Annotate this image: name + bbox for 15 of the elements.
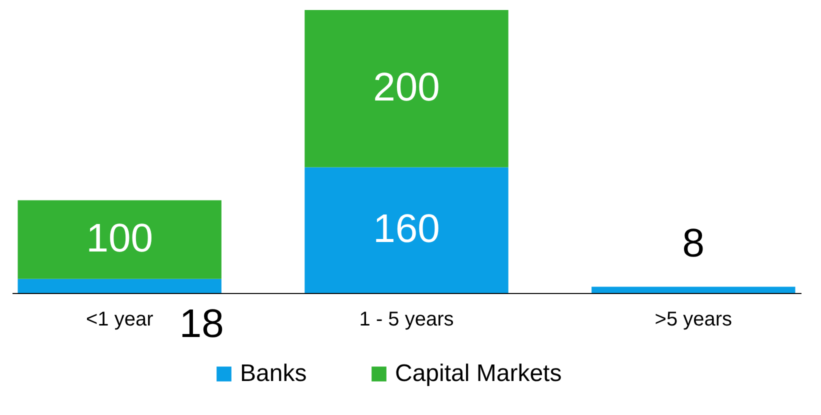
data-label: 200 [373,66,440,110]
legend-label: Capital Markets [395,360,562,387]
x-tick-label: <1 year [86,308,154,330]
data-label: 18 [179,302,224,346]
x-tick-label: >5 years [654,308,732,330]
x-tick-label: 1 - 5 years [359,308,454,330]
bar [304,167,508,293]
data-label: 100 [86,216,153,261]
bar [592,286,796,293]
data-label: 8 [682,222,705,266]
bar [18,278,222,293]
legend-label: Banks [240,360,307,387]
data-label: 160 [373,207,440,252]
bar [18,200,222,279]
bar [304,10,508,168]
